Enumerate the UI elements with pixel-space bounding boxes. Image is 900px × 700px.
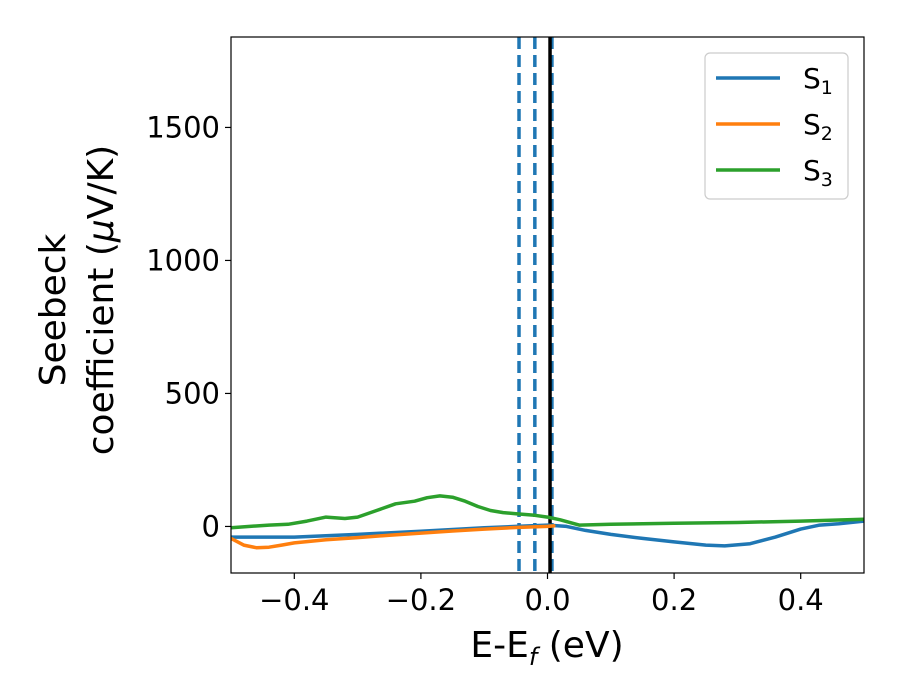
y-tick-label: 0 (202, 509, 220, 543)
x-axis-label-suffix: (eV) (537, 625, 623, 666)
legend-label-s3: S3 (803, 154, 833, 191)
vertical-lines (517, 37, 554, 573)
x-axis-label: E-Ef (eV) (470, 625, 623, 671)
x-tick-label: −0.4 (259, 583, 329, 617)
y-axis-ticks: 0 500 1000 1500 (146, 110, 231, 543)
y-tick-label: 1000 (146, 243, 220, 277)
y-tick-label: 1500 (146, 110, 220, 144)
series-line-s1 (231, 519, 864, 548)
legend-label-s1: S1 (803, 62, 833, 99)
x-tick-label: 0.0 (524, 583, 570, 617)
legend: S1 S2 S3 (704, 52, 849, 200)
x-tick-label: 0.4 (778, 583, 824, 617)
series-line-s3 (231, 494, 864, 530)
y-tick-label: 500 (165, 376, 220, 410)
y-axis-label-line1: Seebeck (33, 233, 74, 386)
x-tick-label: 0.2 (651, 583, 697, 617)
legend-box (704, 52, 849, 200)
legend-entries: S1 S2 S3 (716, 62, 833, 191)
x-tick-label: −0.2 (386, 583, 456, 617)
y-axis-label-mu: μ (81, 219, 122, 243)
legend-label-s2: S2 (803, 108, 833, 145)
x-axis-ticks: −0.4 −0.2 0.0 0.2 0.4 (259, 573, 824, 617)
series-line-s2 (231, 524, 556, 550)
y-axis-label-line2: coefficient (μV/K) (81, 145, 122, 455)
series-lines (231, 494, 864, 550)
